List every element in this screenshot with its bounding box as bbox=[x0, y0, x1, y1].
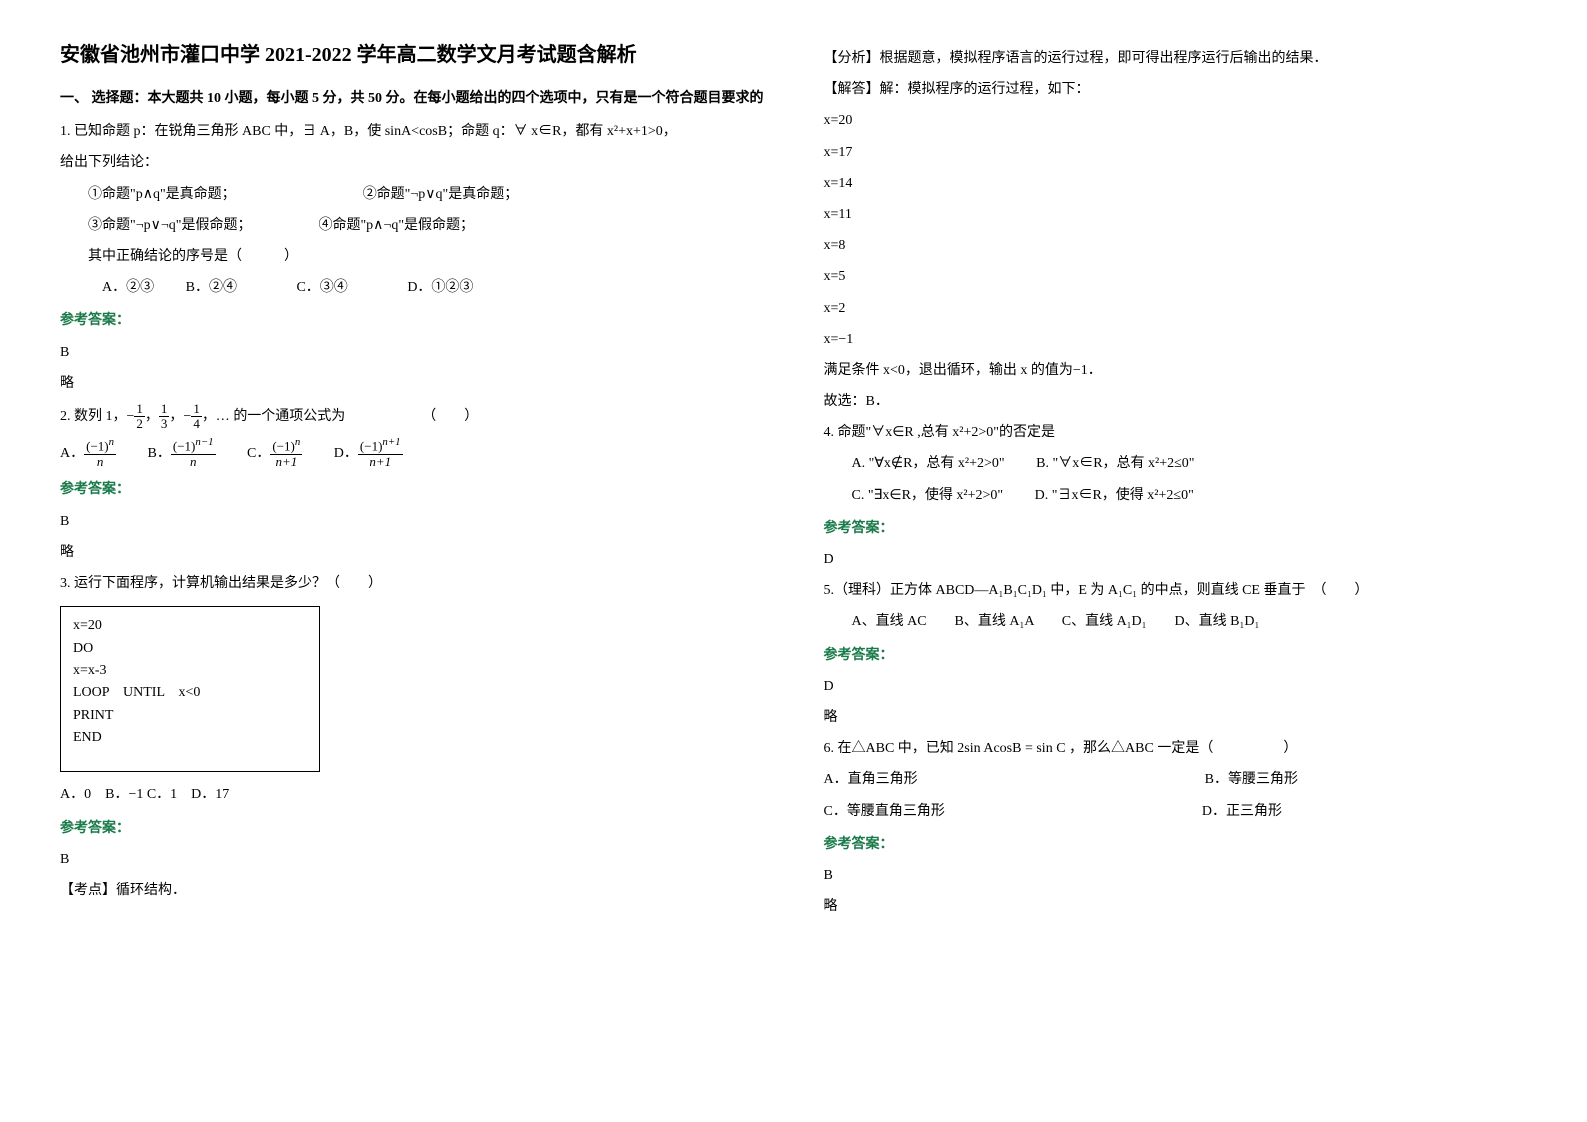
q1-item2: ②命题"¬p∨q"是真命题； bbox=[363, 187, 519, 202]
exam-page: 安徽省池州市灌口中学 2021-2022 学年高二数学文月考试题含解析 一、 选… bbox=[60, 40, 1527, 925]
trace-line: x=8 bbox=[824, 233, 1528, 258]
q1-options: A．②③ B．②④ C．③④ D．①②③ bbox=[60, 275, 764, 300]
trace-line: x=14 bbox=[824, 171, 1528, 196]
q6-opts-row2: C．等腰直角三角形 D．正三角形 bbox=[824, 799, 1528, 824]
trace-line: x=5 bbox=[824, 264, 1528, 289]
q4-optC: C. "∃x∈R，使得 x²+2>0" bbox=[852, 488, 1004, 503]
q1-answer-label: 参考答案： bbox=[60, 308, 764, 333]
q1-line2: ③命题"¬p∨¬q"是假命题； ④命题"p∧¬q"是假命题； bbox=[60, 213, 764, 238]
code-line: DO bbox=[73, 638, 307, 660]
q3-exp-conclude: 满足条件 x<0，退出循环，输出 x 的值为−1． bbox=[824, 358, 1528, 383]
q3-options: A．0 B．−1 C．1 D．17 bbox=[60, 782, 764, 807]
q6-answer-label: 参考答案： bbox=[824, 832, 1528, 857]
q3-answer-label: 参考答案： bbox=[60, 816, 764, 841]
q2-optB: B．(−1)n−1n bbox=[148, 446, 216, 461]
section-1-heading: 一、 选择题：本大题共 10 小题，每小题 5 分，共 50 分。在每小题给出的… bbox=[60, 86, 764, 111]
q4-opts-row2: C. "∃x∈R，使得 x²+2>0" D. "∃x∈R，使得 x²+2≤0" bbox=[824, 483, 1528, 508]
q1-optB: B．②④ bbox=[186, 280, 237, 295]
q1-answer: B bbox=[60, 340, 764, 365]
q6-optB: B．等腰三角形 bbox=[1205, 772, 1298, 787]
q5-options: A、直线 AC B、直线 A₁A C、直线 A₁D₁ D、直线 B₁D₁ bbox=[824, 609, 1528, 634]
q1-optC: C．③④ bbox=[296, 280, 347, 295]
code-line: LOOP UNTIL x<0 bbox=[73, 682, 307, 704]
q2-stem-post: 的一个通项公式为 （ ） bbox=[233, 409, 478, 424]
q3-stem: 3. 运行下面程序，计算机输出结果是多少？（ ） bbox=[60, 571, 764, 596]
trace-line: x=−1 bbox=[824, 327, 1528, 352]
q4-optA: A. "∀x∉R，总有 x²+2>0" bbox=[852, 456, 1005, 471]
q2-optC: C．(−1)nn+1 bbox=[247, 446, 302, 461]
q6-opts-row1: A．直角三角形 B．等腰三角形 bbox=[824, 767, 1528, 792]
q6-optA: A．直角三角形 bbox=[824, 772, 918, 787]
q1-answer-note: 略 bbox=[60, 371, 764, 396]
q1-stem-line2: 给出下列结论： bbox=[60, 150, 764, 175]
q4-opts-row1: A. "∀x∉R，总有 x²+2>0" B. "∀x∈R，总有 x²+2≤0" bbox=[824, 451, 1528, 476]
q2-optA: A．(−1)nn bbox=[60, 446, 116, 461]
q4-answer: D bbox=[824, 547, 1528, 572]
q5-answer: D bbox=[824, 674, 1528, 699]
q4-optD: D. "∃x∈R，使得 x²+2≤0" bbox=[1035, 488, 1194, 503]
q2-answer-note: 略 bbox=[60, 540, 764, 565]
q1-stem-line1: 1. 已知命题 p：在锐角三角形 ABC 中，∃ A，B，使 sinA<cosB… bbox=[60, 119, 764, 144]
q5-answer-note: 略 bbox=[824, 705, 1528, 730]
q1-optA: A．②③ bbox=[102, 280, 154, 295]
code-line: PRINT bbox=[73, 705, 307, 727]
q2-stem-pre: 2. 数列 bbox=[60, 409, 102, 424]
q2-options: A．(−1)nn B．(−1)n−1n C．(−1)nn+1 D．(−1)n+1… bbox=[60, 437, 764, 469]
q2-stem: 2. 数列 1，−12，13，−14，… 的一个通项公式为 （ ） bbox=[60, 402, 764, 432]
code-line: x=x-3 bbox=[73, 660, 307, 682]
q1-item1: ①命题"p∧q"是真命题； bbox=[88, 187, 236, 202]
exam-title: 安徽省池州市灌口中学 2021-2022 学年高二数学文月考试题含解析 bbox=[60, 40, 764, 70]
q1-line1: ①命题"p∧q"是真命题； ②命题"¬p∨q"是真命题； bbox=[60, 182, 764, 207]
trace-line: x=11 bbox=[824, 202, 1528, 227]
q1-optD: D．①②③ bbox=[407, 280, 473, 295]
q1-item4: ④命题"p∧¬q"是假命题； bbox=[318, 218, 474, 233]
q2-answer-label: 参考答案： bbox=[60, 477, 764, 502]
trace-line: x=2 bbox=[824, 296, 1528, 321]
q3-exp-jieda: 【解答】解：模拟程序的运行过程，如下： bbox=[824, 77, 1528, 102]
q6-answer-note: 略 bbox=[824, 894, 1528, 919]
trace-line: x=17 bbox=[824, 140, 1528, 165]
q1-item3: ③命题"¬p∨¬q"是假命题； bbox=[88, 218, 251, 233]
q1-line3: 其中正确结论的序号是（ ） bbox=[60, 244, 764, 269]
q3-exp-fenxi: 【分析】根据题意，模拟程序语言的运行过程，即可得出程序运行后输出的结果． bbox=[824, 46, 1528, 71]
q5-answer-label: 参考答案： bbox=[824, 643, 1528, 668]
left-column: 安徽省池州市灌口中学 2021-2022 学年高二数学文月考试题含解析 一、 选… bbox=[60, 40, 764, 925]
q3-exp-select: 故选：B． bbox=[824, 389, 1528, 414]
code-line: END bbox=[73, 727, 307, 749]
q2-answer: B bbox=[60, 509, 764, 534]
q3-answer: B bbox=[60, 847, 764, 872]
code-line: x=20 bbox=[73, 615, 307, 637]
q2-sequence: 1，−12，13，−14，… bbox=[106, 409, 234, 424]
trace-line: x=20 bbox=[824, 108, 1528, 133]
q6-stem: 6. 在△ABC 中，已知 2sin AcosB = sin C ，那么△ABC… bbox=[824, 736, 1528, 761]
q6-optD: D．正三角形 bbox=[1202, 804, 1282, 819]
q4-answer-label: 参考答案： bbox=[824, 516, 1528, 541]
q3-code-box: x=20 DO x=x-3 LOOP UNTIL x<0 PRINT END bbox=[60, 606, 320, 772]
q3-exp-kaodian: 【考点】循环结构． bbox=[60, 878, 764, 903]
q4-stem: 4. 命题"∀x∈R ,总有 x²+2>0"的否定是 bbox=[824, 420, 1528, 445]
q6-optC: C．等腰直角三角形 bbox=[824, 804, 945, 819]
q2-optD: D．(−1)n+1n+1 bbox=[334, 446, 403, 461]
right-column: 【分析】根据题意，模拟程序语言的运行过程，即可得出程序运行后输出的结果． 【解答… bbox=[824, 40, 1528, 925]
q4-optB: B. "∀x∈R，总有 x²+2≤0" bbox=[1036, 456, 1194, 471]
q6-answer: B bbox=[824, 863, 1528, 888]
q5-stem: 5.（理科）正方体 ABCD—A₁B₁C₁D₁ 中，E 为 A₁C₁ 的中点，则… bbox=[824, 578, 1528, 603]
